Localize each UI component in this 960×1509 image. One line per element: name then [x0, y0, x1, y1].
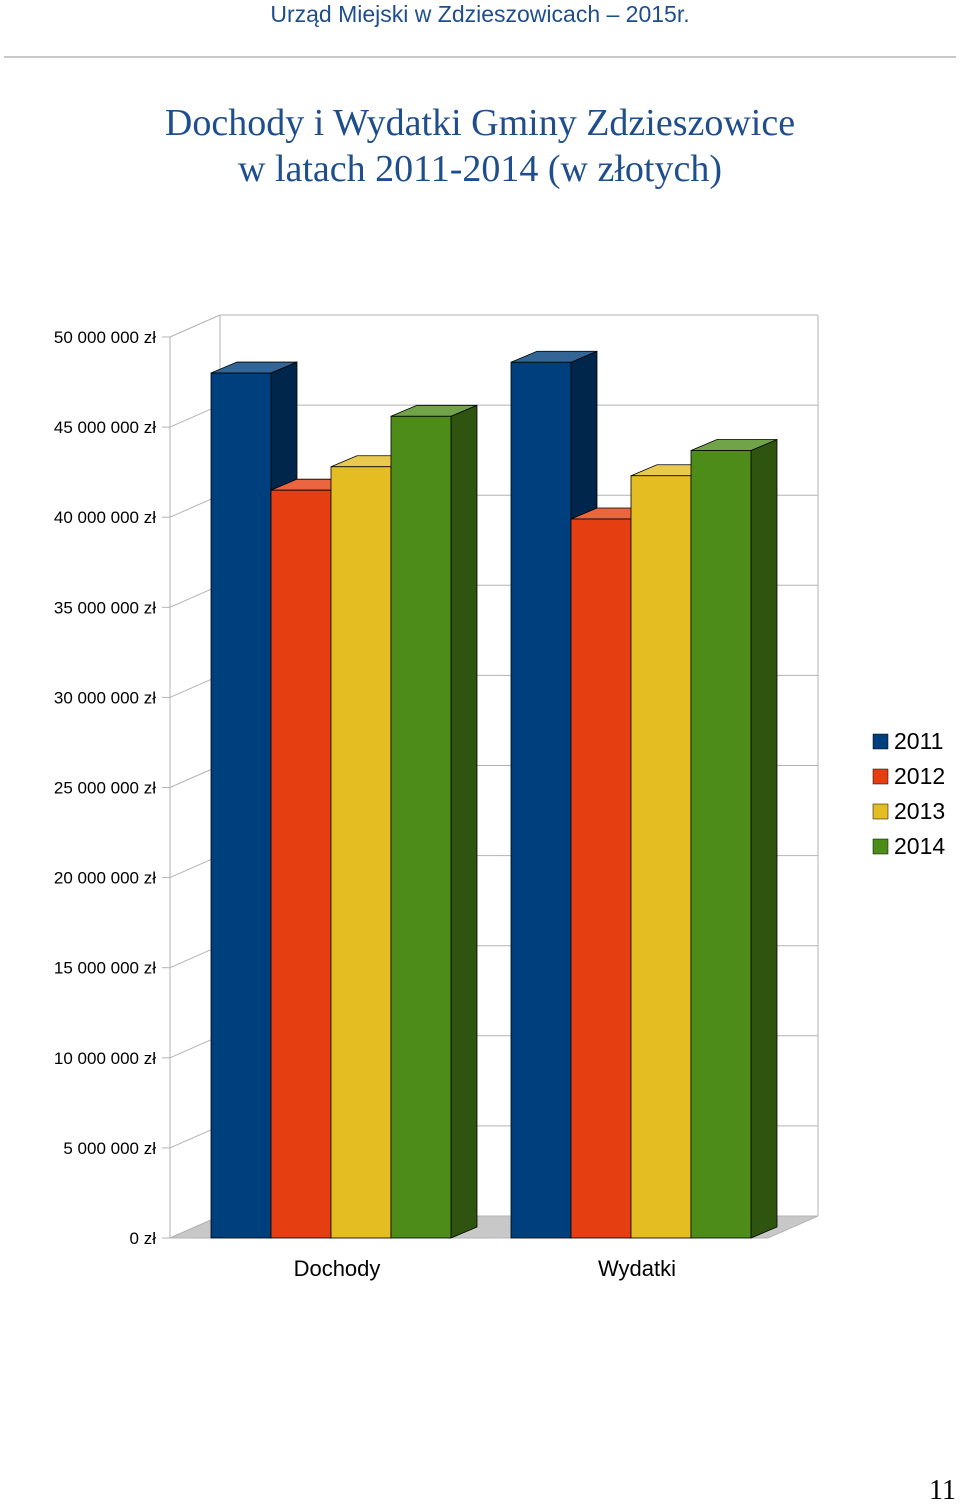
legend-label-2013: 2013	[894, 798, 945, 824]
bar-side-2014	[750, 438, 778, 1239]
bar-dochody-2014	[390, 415, 452, 1239]
bar-side-2014	[450, 404, 478, 1239]
y-tick-label: 50 000 000 zł	[54, 328, 156, 347]
y-tick-label: 25 000 000 zł	[54, 779, 156, 798]
page-number: 11	[929, 1475, 956, 1506]
y-tick-label: 45 000 000 zł	[54, 418, 156, 437]
legend-swatch-2011	[872, 733, 889, 750]
y-tick-label: 40 000 000 zł	[54, 508, 156, 527]
y-tick-label: 30 000 000 zł	[54, 688, 156, 707]
legend-swatch-2014	[872, 838, 889, 855]
legend-label-2012: 2012	[894, 763, 945, 789]
page-header: Urząd Miejski w Zdzieszowicach – 2015r.	[270, 1, 690, 27]
y-tick-label: 20 000 000 zł	[54, 869, 156, 888]
legend-label-2011: 2011	[894, 728, 943, 754]
y-tick-label: 0 zł	[130, 1229, 157, 1248]
y-tick-label: 35 000 000 zł	[54, 598, 156, 617]
bar-wydatki-2011	[510, 361, 572, 1239]
bar-dochody-2012	[270, 489, 332, 1239]
chart-subtitle: w latach 2011-2014 (w złotych)	[238, 148, 722, 190]
bar-dochody-2011	[210, 372, 272, 1239]
bar-wydatki-2012	[570, 518, 632, 1239]
x-category-label: Dochody	[294, 1256, 381, 1281]
bar-wydatki-2013	[630, 475, 692, 1239]
chart-title-block: Dochody i Wydatki Gminy Zdzieszowice w l…	[0, 100, 960, 192]
legend-swatch-2012	[872, 768, 889, 785]
y-tick-label: 5 000 000 zł	[63, 1139, 156, 1158]
x-category-label: Wydatki	[598, 1256, 676, 1281]
bar-dochody-2013	[330, 466, 392, 1239]
bar-wydatki-2014	[690, 450, 752, 1239]
bar-chart: 0 zł 5 000 000 zł 10 000 000 zł 15 000 000 …	[54, 314, 945, 1281]
header-divider	[4, 56, 956, 58]
chart-title: Dochody i Wydatki Gminy Zdzieszowice	[164, 102, 796, 144]
y-tick-label: 15 000 000 zł	[54, 959, 156, 978]
legend-swatch-2013	[872, 803, 889, 820]
side-gridline	[169, 314, 221, 338]
y-tick-label: 10 000 000 zł	[54, 1049, 156, 1068]
legend-label-2014: 2014	[894, 833, 945, 859]
